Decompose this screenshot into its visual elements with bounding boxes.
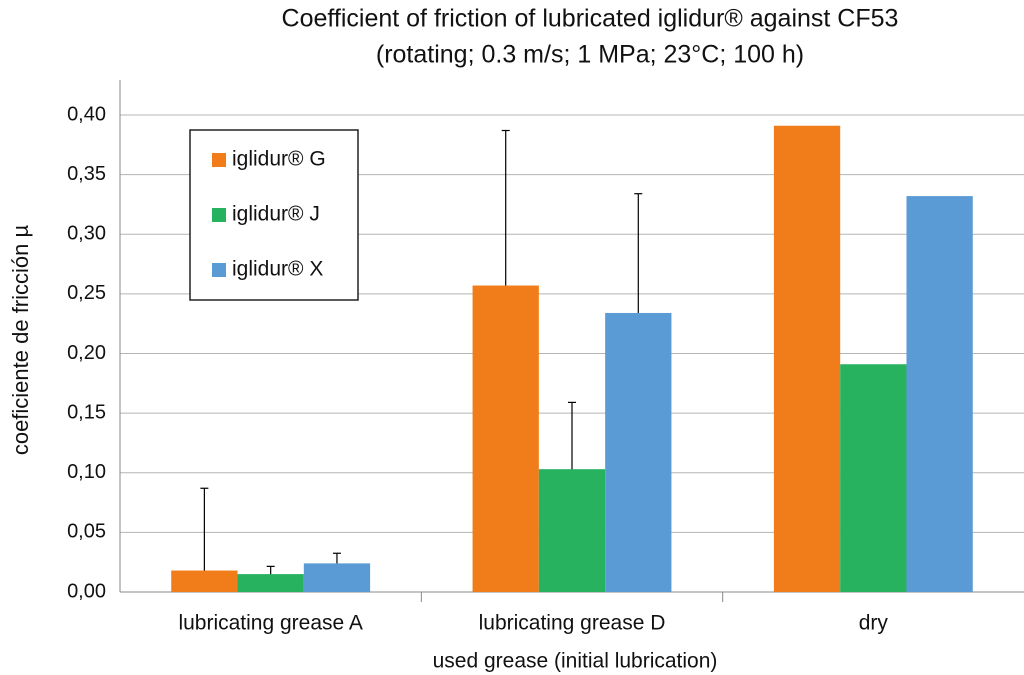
x-tick-label: lubricating grease A	[178, 612, 362, 635]
y-axis-title: coeficiente de fricción µ	[8, 225, 33, 456]
chart-subtitle: (rotating; 0.3 m/s; 1 MPa; 23°C; 100 h)	[376, 41, 804, 69]
x-tick-label: lubricating grease D	[479, 612, 666, 635]
chart-title: Coefficient of friction of lubricated ig…	[282, 5, 899, 33]
legend-label: iglidur® G	[232, 148, 326, 171]
y-tick-label: 0,20	[67, 342, 106, 364]
bar	[237, 574, 304, 592]
bar	[605, 312, 672, 592]
bar	[538, 469, 606, 592]
legend-swatch	[212, 263, 226, 277]
legend-swatch	[212, 153, 226, 167]
y-tick-label: 0,30	[67, 223, 106, 245]
legend-swatch	[212, 208, 226, 222]
bar	[303, 563, 371, 592]
legend-label: iglidur® J	[232, 203, 320, 226]
legend-label: iglidur® X	[232, 258, 323, 281]
x-axis-title: used grease (initial lubrication)	[433, 650, 718, 673]
y-tick-label: 0,35	[67, 163, 106, 185]
bar	[472, 285, 539, 592]
y-tick-label: 0,40	[67, 103, 106, 125]
x-tick-label: dry	[859, 612, 889, 635]
y-tick-label: 0,00	[67, 580, 106, 602]
bar	[906, 196, 973, 592]
y-tick-label: 0,05	[67, 521, 106, 543]
bar	[773, 125, 841, 593]
y-tick-label: 0,15	[67, 401, 106, 423]
y-tick-label: 0,10	[67, 461, 106, 483]
bar	[840, 364, 907, 592]
y-tick-label: 0,25	[67, 282, 106, 304]
bar	[171, 570, 238, 592]
